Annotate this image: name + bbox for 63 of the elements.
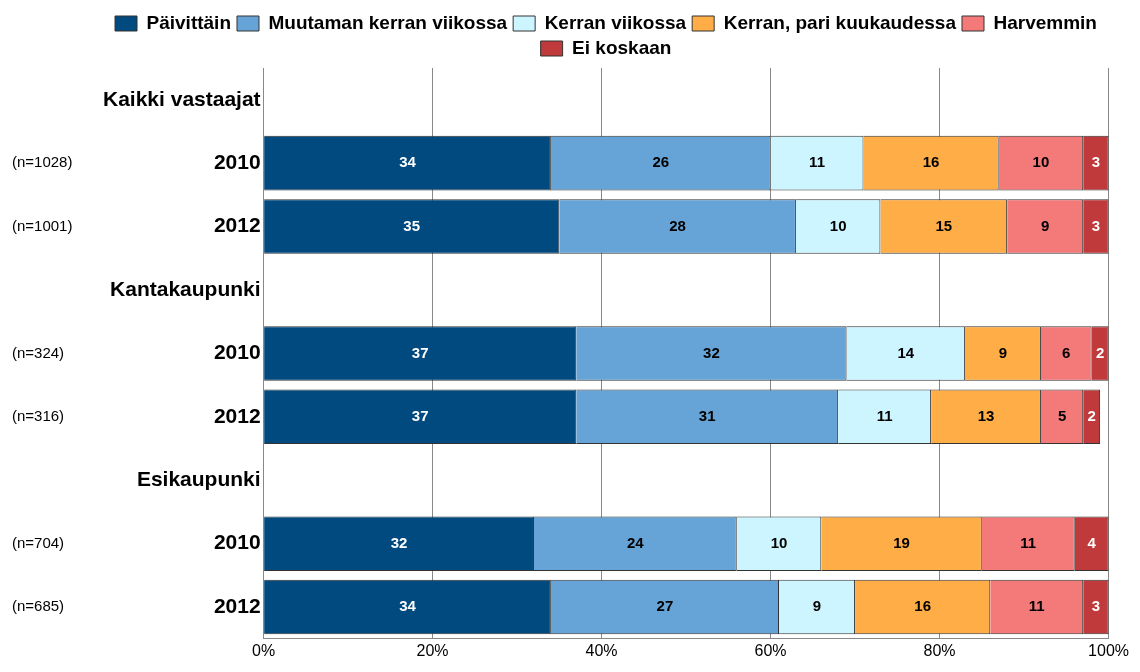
y-tick-label: 2010 [213,530,261,554]
data-label: 3 [1091,216,1101,234]
x-tick-label: 0% [252,641,276,659]
y-tick-label: Kaikki vastaajat [102,86,261,110]
y-tick-label: 2010 [213,149,261,173]
data-label: 3 [1091,153,1101,171]
data-label: 10 [770,533,788,551]
legend-label: Harvemmin [993,11,1097,33]
data-label: 14 [897,343,915,361]
data-label: 10 [829,216,847,234]
text: (n=704) [12,533,65,551]
data-label: 9 [812,597,822,615]
data-label: 9 [1041,216,1050,234]
legend-label: Kerran, pari kuukaudessa [723,11,957,33]
y-tick-label: Kantakaupunki [110,276,261,300]
y-tick-label: 2012 [213,213,261,237]
data-label: 13 [977,406,995,424]
data-label: 24 [627,533,645,551]
data-label: 16 [922,153,940,171]
y-tick-label: 2012 [213,403,261,427]
text: (n=316) [12,406,65,424]
data-label: 31 [698,406,716,424]
data-label: 32 [703,343,720,361]
data-label: 37 [411,343,429,361]
data-label: 11 [1020,533,1037,551]
text: (n=1001) [12,216,73,234]
text: (n=685) [12,597,65,615]
text: (n=1028) [12,153,73,171]
legend-label: Kerran viikossa [544,11,687,33]
data-label: 11 [876,406,893,424]
x-tick-label: 60% [754,641,787,659]
x-tick-label: 20% [416,641,449,659]
data-label: 35 [403,216,421,234]
data-label: 16 [914,597,931,615]
data-label: 3 [1091,597,1101,615]
legend-label: Muutaman kerran viikossa [268,11,508,33]
data-label: 9 [998,343,1008,361]
text: (n=324) [12,343,65,361]
data-label: 6 [1062,343,1071,361]
legend-label: Ei koskaan [572,36,672,58]
data-label: 26 [652,153,670,171]
y-tick-label: 2010 [213,340,261,364]
data-label: 11 [1028,597,1045,615]
data-label: 2 [1087,406,1096,424]
data-label: 4 [1087,533,1097,551]
data-label: 28 [669,216,686,234]
data-label: 10 [1032,153,1050,171]
legend-label: Päivittäin [146,11,232,33]
data-label: 19 [893,533,910,551]
data-label: 32 [390,533,408,551]
data-label: 15 [935,216,953,234]
x-tick-label: 80% [923,641,956,659]
data-label: 11 [809,153,825,171]
x-tick-label: 100% [1088,641,1129,659]
data-label: 37 [411,406,429,424]
y-tick-label: 2012 [213,593,261,617]
data-label: 5 [1057,406,1067,424]
data-label: 34 [399,153,417,171]
data-label: 34 [399,597,417,615]
data-label: 2 [1095,343,1105,361]
data-label: 27 [656,597,674,615]
x-tick-label: 40% [585,641,618,659]
y-tick-label: Esikaupunki [136,467,261,491]
